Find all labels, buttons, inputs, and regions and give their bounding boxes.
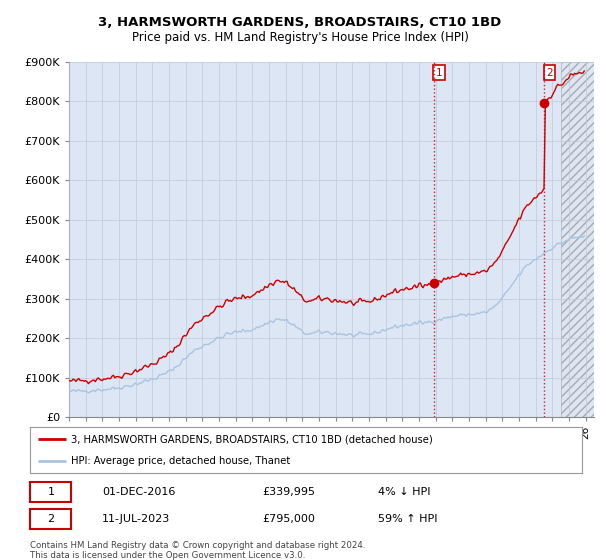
Text: 2: 2 — [546, 68, 553, 77]
Text: 11-JUL-2023: 11-JUL-2023 — [102, 514, 170, 524]
Text: HPI: Average price, detached house, Thanet: HPI: Average price, detached house, Than… — [71, 456, 290, 466]
Text: 4% ↓ HPI: 4% ↓ HPI — [378, 487, 430, 497]
Text: Price paid vs. HM Land Registry's House Price Index (HPI): Price paid vs. HM Land Registry's House … — [131, 31, 469, 44]
Text: Contains HM Land Registry data © Crown copyright and database right 2024.
This d: Contains HM Land Registry data © Crown c… — [30, 541, 365, 560]
Text: 59% ↑ HPI: 59% ↑ HPI — [378, 514, 437, 524]
Text: 3, HARMSWORTH GARDENS, BROADSTAIRS, CT10 1BD: 3, HARMSWORTH GARDENS, BROADSTAIRS, CT10… — [98, 16, 502, 29]
FancyBboxPatch shape — [30, 482, 71, 502]
Text: 3, HARMSWORTH GARDENS, BROADSTAIRS, CT10 1BD (detached house): 3, HARMSWORTH GARDENS, BROADSTAIRS, CT10… — [71, 434, 433, 444]
FancyBboxPatch shape — [30, 508, 71, 529]
Text: 2: 2 — [47, 514, 55, 524]
Text: 1: 1 — [436, 68, 443, 77]
Text: £795,000: £795,000 — [262, 514, 315, 524]
Text: 1: 1 — [47, 487, 55, 497]
Text: 01-DEC-2016: 01-DEC-2016 — [102, 487, 175, 497]
Text: £339,995: £339,995 — [262, 487, 315, 497]
